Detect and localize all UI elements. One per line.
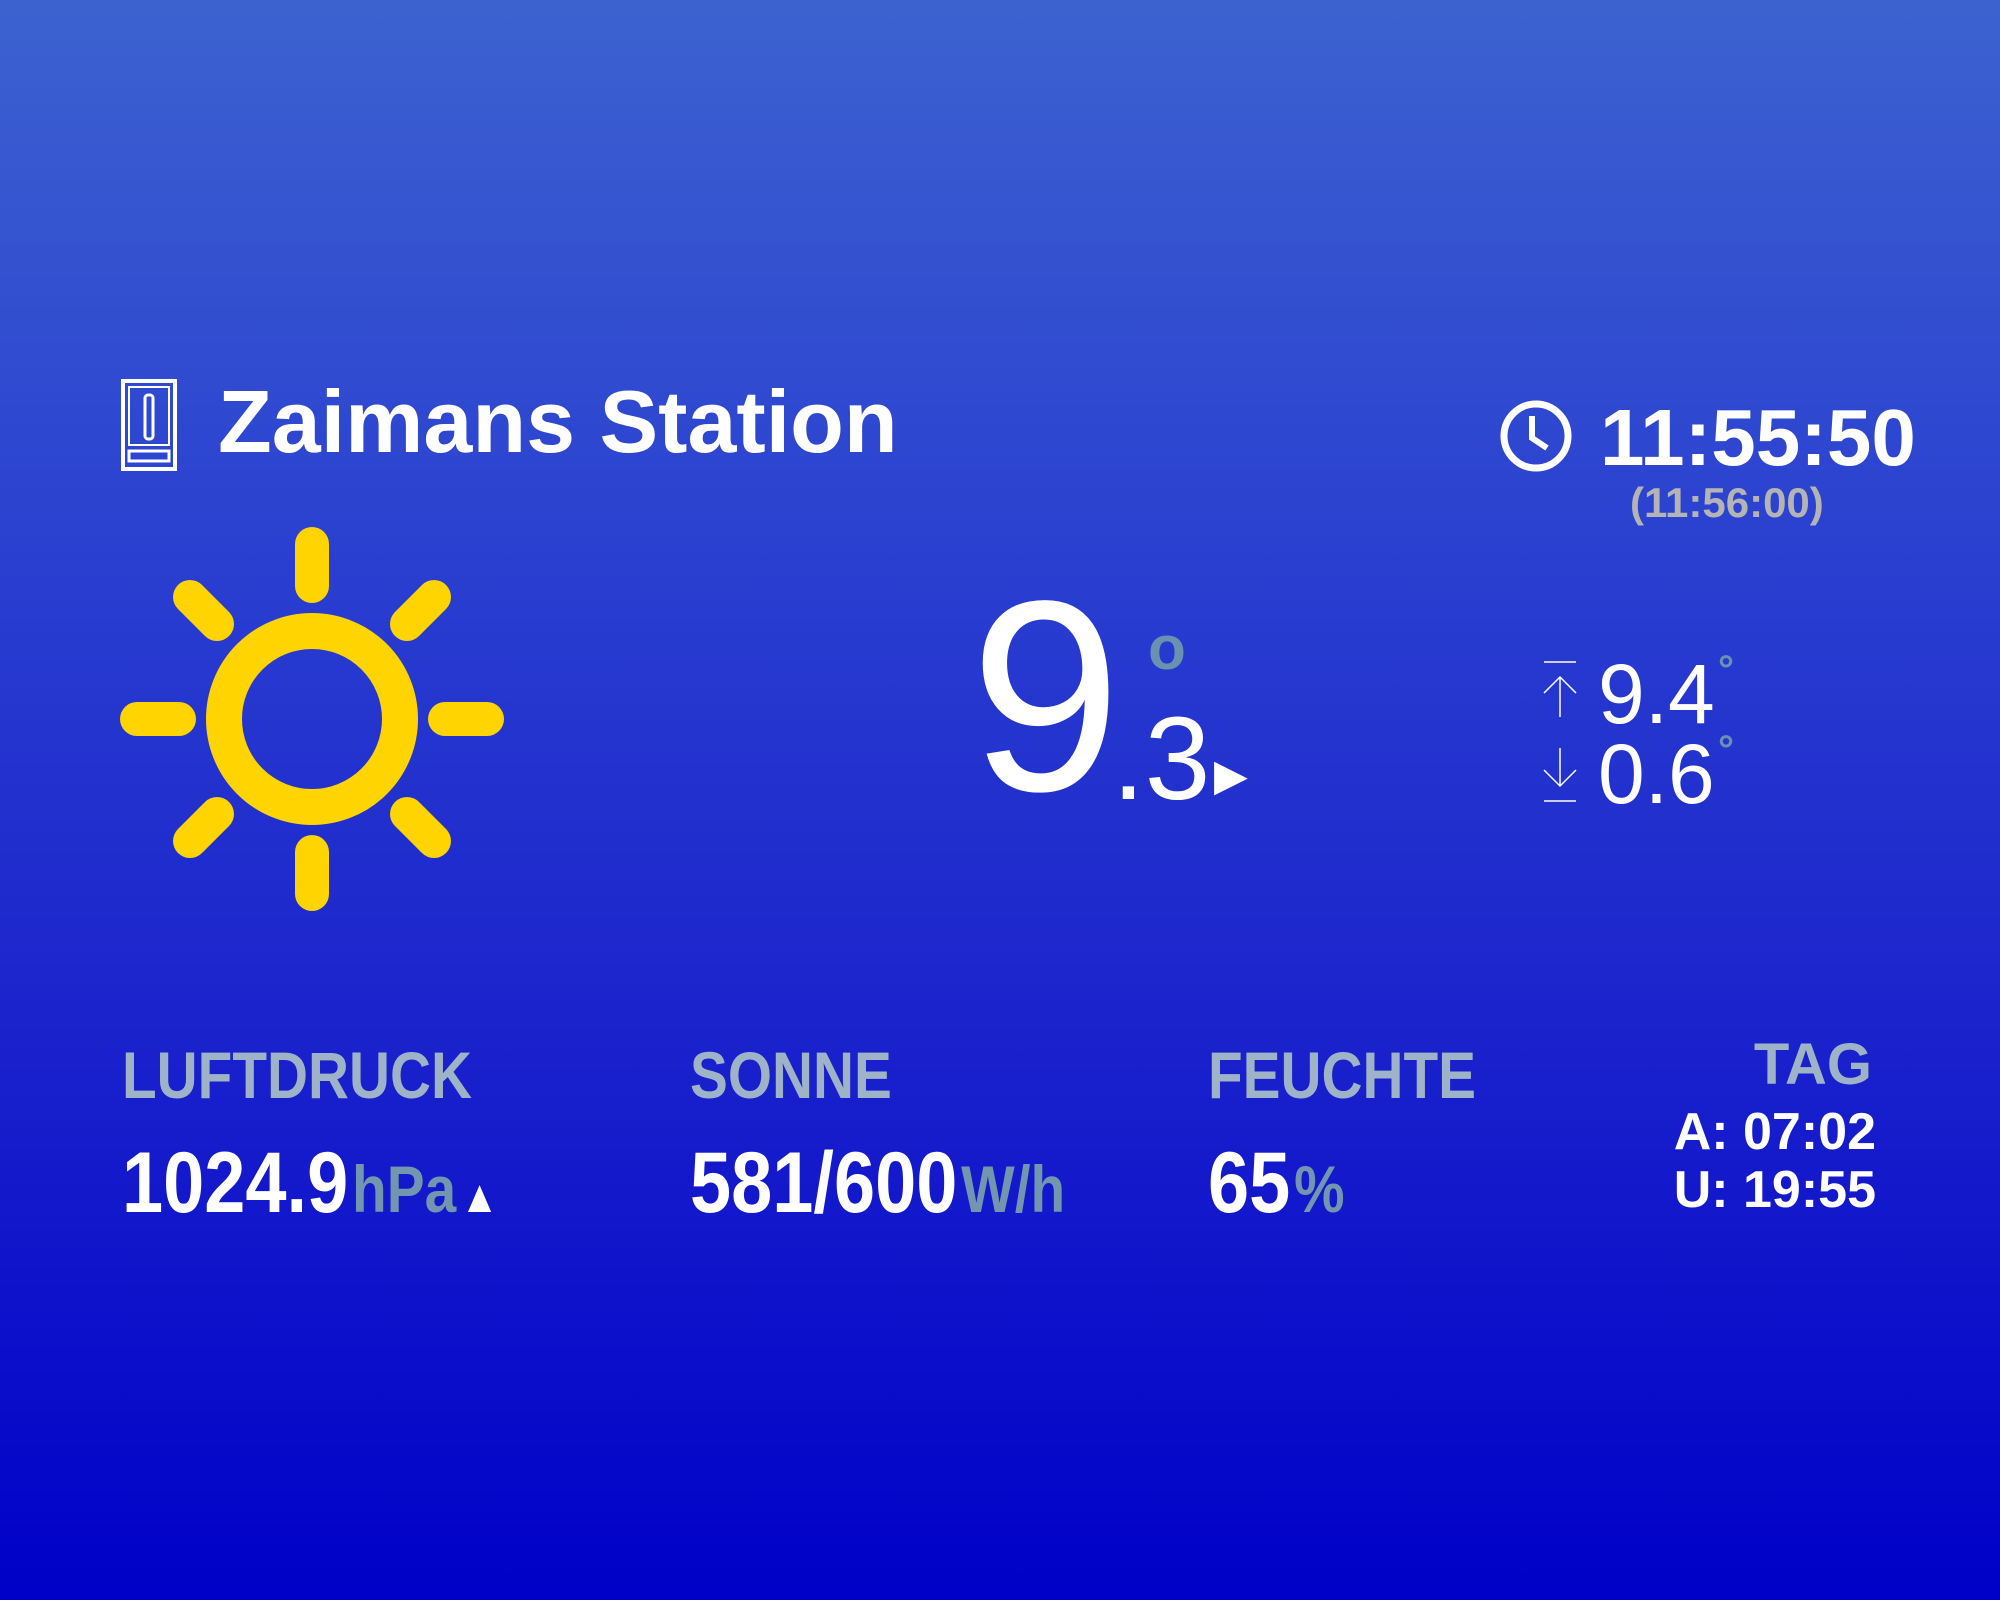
pressure-unit: hPa xyxy=(352,1152,457,1226)
pressure-trend-icon: ▲ xyxy=(459,1170,500,1222)
degree-symbol: o xyxy=(1148,614,1186,683)
pressure-label: LUFTDRUCK xyxy=(122,1038,472,1112)
temperature-integer: 9 xyxy=(970,544,1122,848)
day-label: TAG xyxy=(1753,1032,1872,1097)
sunrise-time: A: 07:02 xyxy=(1673,1103,1876,1161)
humidity-value-row: 65 % xyxy=(1208,1140,1367,1227)
arrow-down-to-line-icon xyxy=(1543,748,1577,802)
max-degree-symbol: ° xyxy=(1718,648,1734,692)
arrow-up-to-line-icon xyxy=(1543,661,1577,717)
max-min-arrows xyxy=(1543,661,1577,802)
temperature-trend-icon: ▶ xyxy=(1214,751,1248,800)
humidity-label: FEUCHTE xyxy=(1208,1038,1477,1112)
station-title: Zaimans Station xyxy=(218,372,898,471)
min-temperature: 0.6 xyxy=(1598,727,1715,821)
humidity-value: 65 xyxy=(1208,1135,1291,1231)
sunset-time: U: 19:55 xyxy=(1673,1161,1876,1219)
humidity-unit: % xyxy=(1294,1152,1345,1226)
clock-icon xyxy=(1500,400,1572,472)
sun-value-row: 581/600 W/h xyxy=(690,1140,1126,1227)
sun-value: 581/600 xyxy=(690,1135,958,1231)
last-update-time: (11:56:00) xyxy=(1630,479,1824,526)
min-degree-symbol: ° xyxy=(1718,728,1734,772)
max-temperature: 9.4 xyxy=(1598,647,1715,741)
temperature-decimal: .3 xyxy=(1112,693,1211,825)
sun-label: SONNE xyxy=(690,1038,892,1112)
station-device-icon xyxy=(121,379,177,471)
sun-icon xyxy=(120,527,504,911)
current-time: 11:55:50 xyxy=(1600,393,1916,482)
pressure-value-row: 1024.9 hPa ▲ xyxy=(122,1140,561,1227)
pressure-value: 1024.9 xyxy=(122,1135,349,1231)
sun-unit: W/h xyxy=(961,1152,1066,1226)
